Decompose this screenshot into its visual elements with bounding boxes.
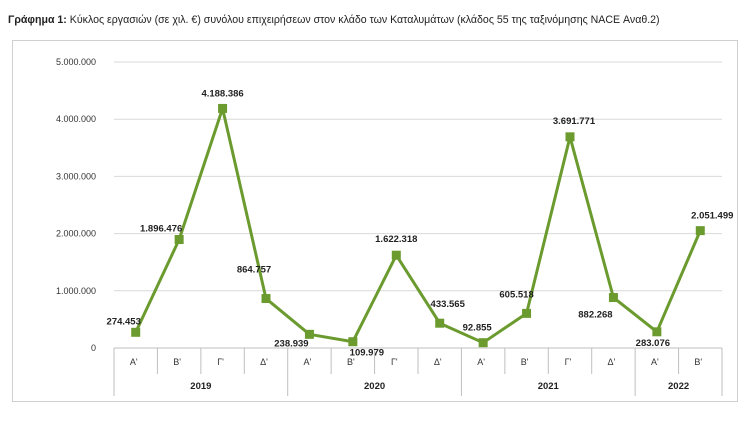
data-label: 864.757	[237, 265, 271, 276]
chart-frame	[12, 40, 738, 402]
y-tick-label: 0	[91, 343, 96, 353]
data-label: 109.979	[350, 348, 384, 359]
y-tick-label: 4.000.000	[56, 114, 96, 124]
data-label: 4.188.386	[201, 88, 243, 99]
y-tick-label: 1.000.000	[56, 286, 96, 296]
data-point-marker	[261, 294, 271, 304]
data-label: 1.896.476	[140, 224, 182, 235]
data-label: 433.565	[431, 299, 466, 310]
data-point-marker	[565, 132, 575, 142]
year-label: 2020	[364, 381, 385, 392]
year-label: 2021	[538, 381, 560, 392]
chart-title: Γράφημα 1: Κύκλος εργασιών (σε χιλ. €) σ…	[8, 14, 660, 26]
data-point-marker	[391, 250, 401, 260]
x-tick-label: Β'	[694, 357, 702, 367]
x-tick-label: Α'	[651, 357, 659, 367]
y-tick-label: 5.000.000	[56, 57, 96, 67]
x-tick-label: Β'	[521, 357, 529, 367]
data-point-marker	[304, 329, 314, 339]
data-point-marker	[695, 226, 705, 236]
data-point-marker	[522, 308, 532, 318]
chart-title-prefix: Γράφημα 1:	[8, 14, 67, 26]
x-tick-label: Γ'	[391, 357, 398, 367]
data-point-marker	[435, 318, 445, 328]
data-point-marker	[348, 337, 358, 347]
data-label: 274.453	[107, 316, 141, 327]
data-point-marker	[608, 293, 618, 303]
x-tick-label: Α'	[477, 357, 485, 367]
data-label: 605.518	[499, 289, 533, 300]
data-label: 882.268	[578, 310, 612, 321]
y-tick-label: 3.000.000	[56, 171, 96, 181]
y-tick-label: 2.000.000	[56, 229, 96, 239]
x-tick-label: Δ'	[260, 357, 268, 367]
x-tick-label: Δ'	[434, 357, 442, 367]
data-label: 3.691.771	[553, 116, 596, 127]
chart-title-text: Κύκλος εργασιών (σε χιλ. €) συνόλου επιχ…	[66, 14, 660, 26]
data-label: 92.855	[463, 323, 493, 334]
data-point-marker	[131, 327, 141, 337]
x-tick-label: Β'	[173, 357, 181, 367]
year-label: 2022	[668, 381, 689, 392]
x-tick-label: Α'	[130, 357, 138, 367]
series-line	[134, 106, 702, 345]
year-label: 2019	[190, 381, 211, 392]
x-tick-label: Γ'	[565, 357, 572, 367]
data-point-marker	[478, 338, 488, 348]
data-label: 2.051.499	[691, 211, 733, 222]
x-tick-label: Γ'	[217, 357, 224, 367]
data-point-marker	[174, 235, 184, 245]
x-tick-label: Α'	[304, 357, 312, 367]
x-tick-label: Δ'	[608, 357, 616, 367]
data-point-marker	[218, 103, 228, 113]
x-tick-label: Β'	[347, 357, 355, 367]
data-label: 283.076	[636, 338, 670, 349]
data-point-marker	[652, 327, 662, 337]
data-label: 1.622.318	[375, 234, 417, 245]
data-label: 238.939	[274, 338, 308, 349]
